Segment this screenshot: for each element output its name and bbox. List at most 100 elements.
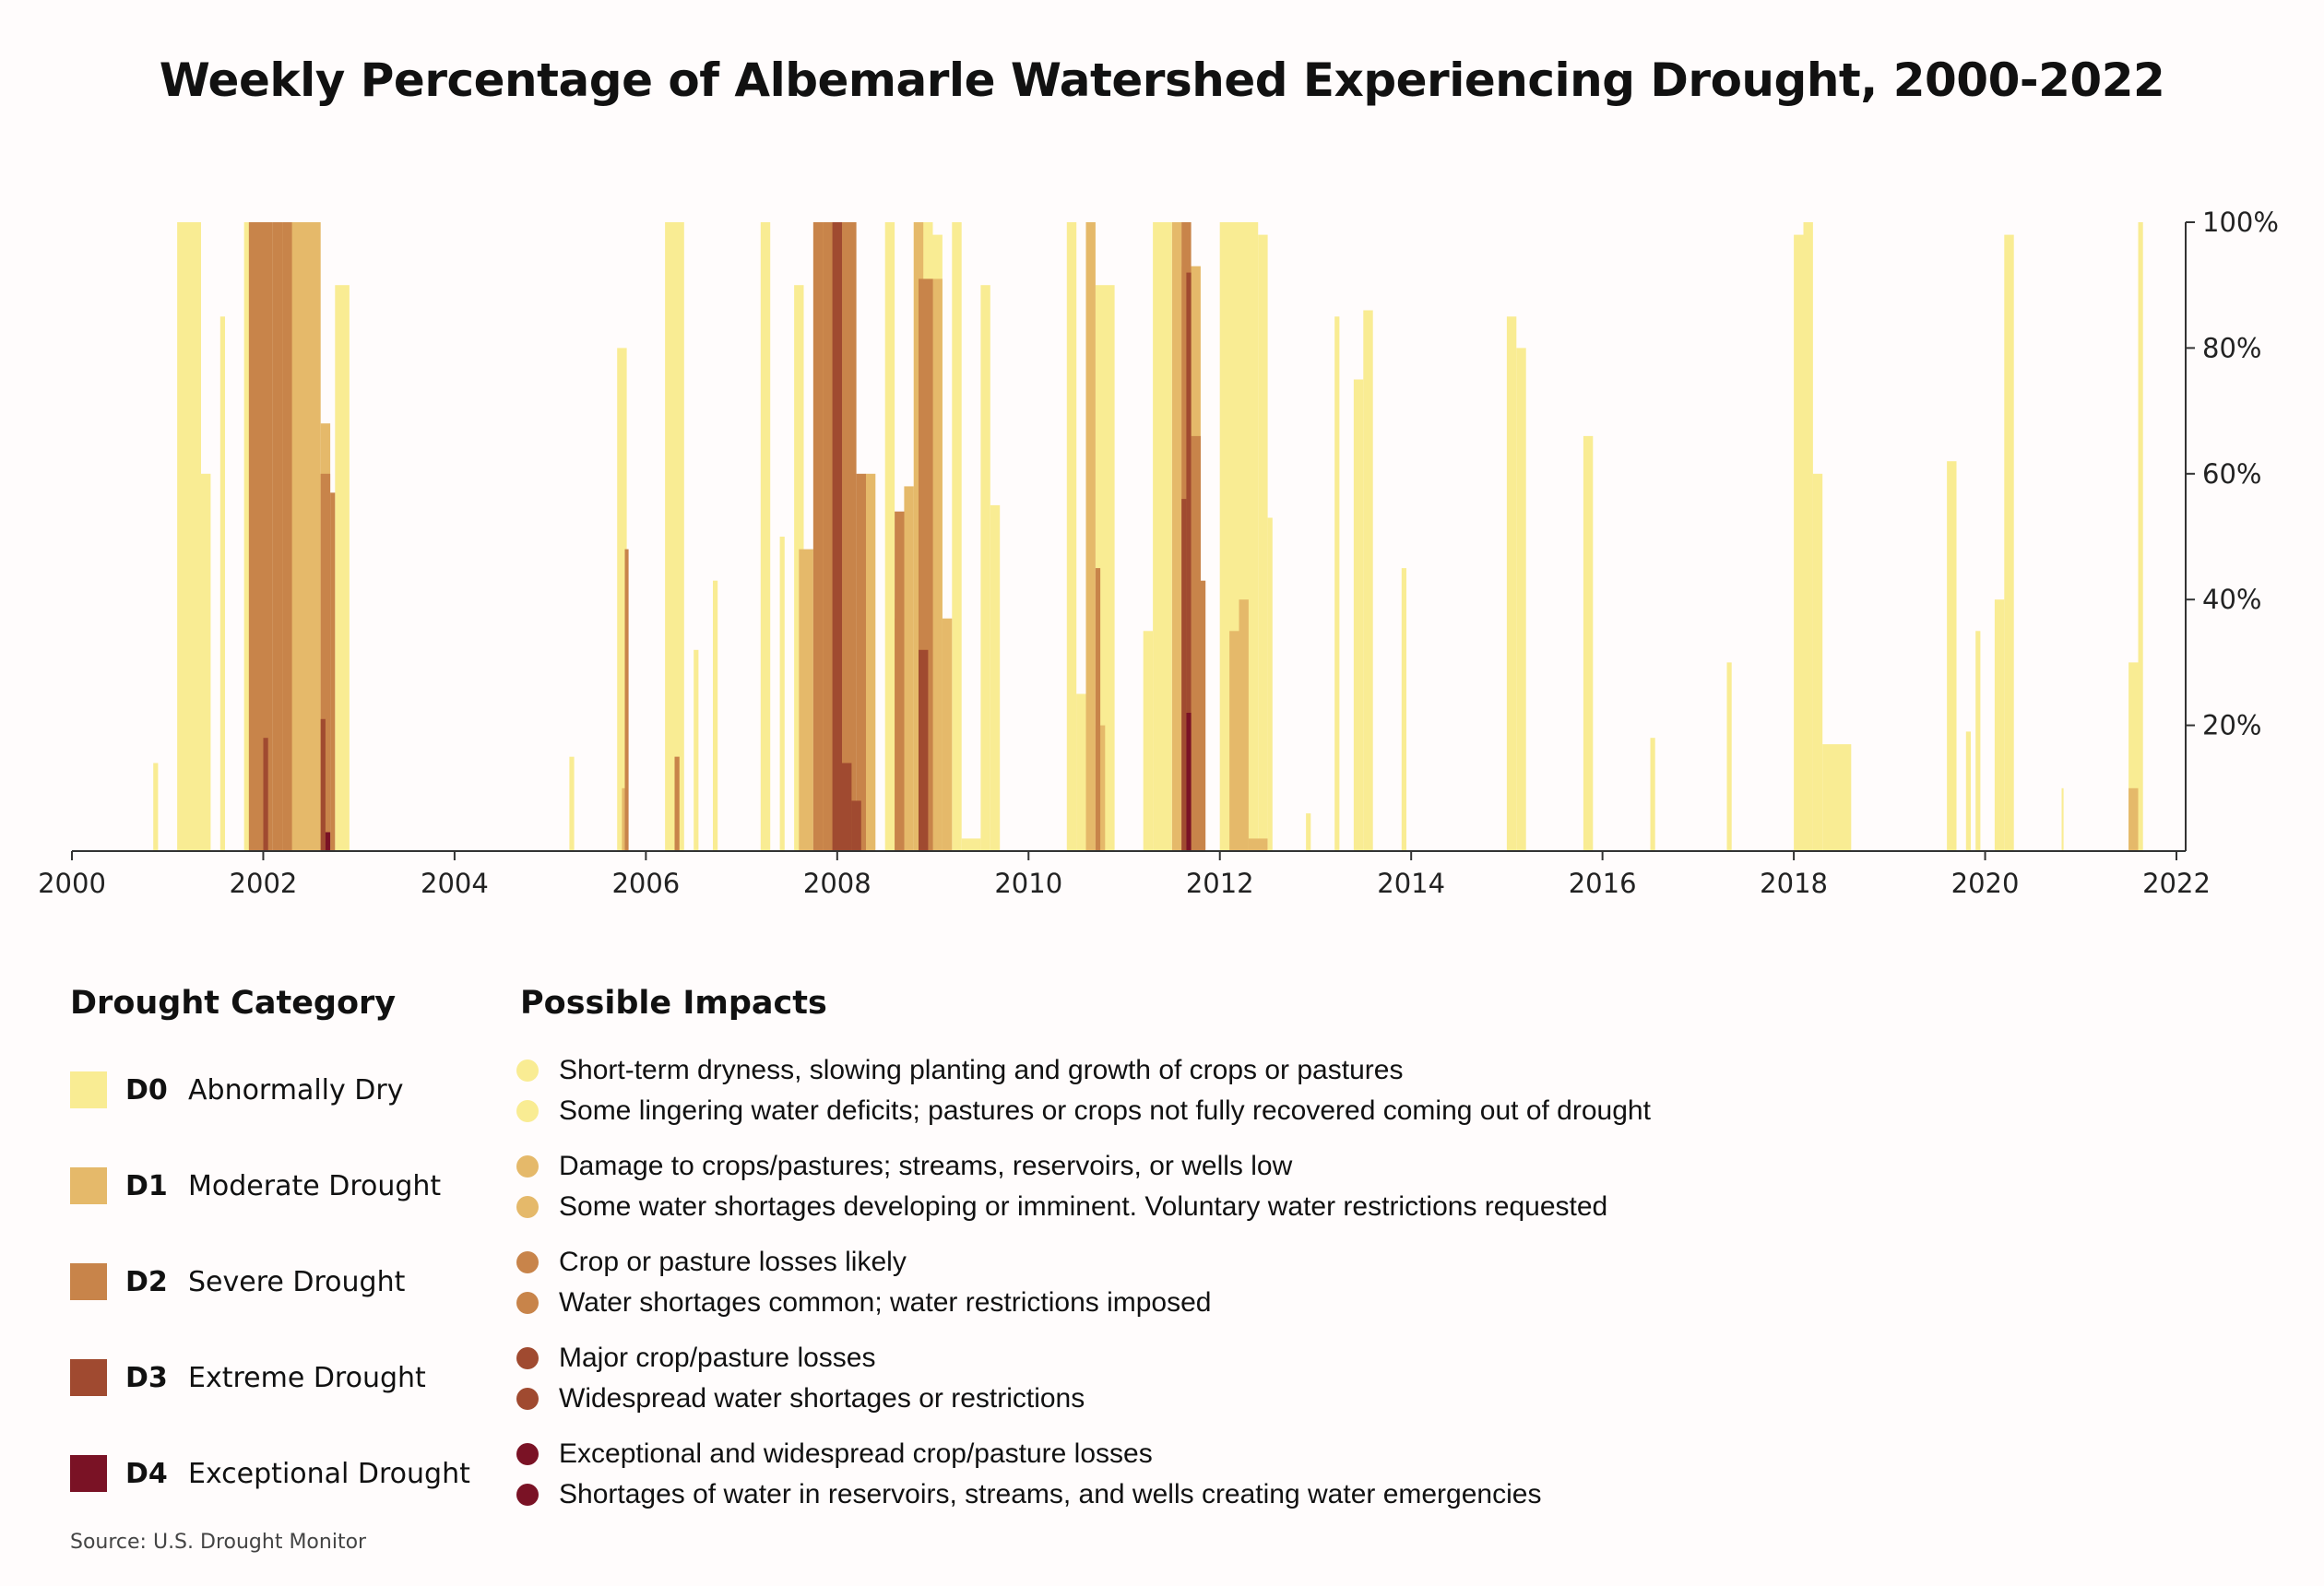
bar-d0 [201, 473, 211, 851]
chart-title: Weekly Percentage of Albemarle Watershed… [159, 53, 2165, 107]
bar-d0 [1334, 316, 1340, 851]
bar-d2 [812, 222, 824, 851]
legend-category-d0: D0 Abnormally Dry [70, 1070, 404, 1110]
legend-swatch [70, 1359, 107, 1396]
bar-d0 [713, 580, 718, 851]
impact-dot [516, 1251, 539, 1273]
drought-chart: 2000 2002 2004 2006 2008 2010 2012 2014 2016 2018… [38, 207, 2279, 899]
impact-item: Water shortages common; water restrictio… [516, 1284, 1211, 1322]
bar-d0 [1363, 310, 1373, 851]
bar-d0 [153, 763, 159, 851]
bar-d2 [1191, 435, 1201, 851]
bar-d0 [952, 222, 962, 851]
bar-d3 [851, 800, 861, 851]
bar-d0 [1306, 813, 1311, 851]
bar-d2 [1095, 568, 1101, 851]
x-tick-label: 2022 [2142, 868, 2211, 899]
bar-d0 [1583, 435, 1594, 851]
impact-item: Crop or pasture losses likely [516, 1243, 907, 1282]
legend-code: D4 [125, 1457, 168, 1490]
bar-d2 [856, 473, 866, 851]
bar-d1 [942, 618, 953, 851]
impact-dot [516, 1059, 539, 1082]
bar-d0 [1650, 738, 1655, 851]
x-tick-label: 2008 [803, 868, 872, 899]
bar-d0 [1143, 631, 1154, 851]
legend-code: D1 [125, 1169, 168, 1202]
impact-text: Some water shortages developing or immin… [559, 1191, 1608, 1222]
bar-d2 [330, 492, 336, 851]
bar-d3 [832, 222, 842, 851]
legend-code: D3 [125, 1361, 168, 1394]
bar-d0 [1822, 744, 1852, 851]
x-tick-label: 2020 [1951, 868, 2020, 899]
impact-dot [516, 1347, 539, 1369]
x-tick-label: 2004 [421, 868, 489, 899]
impact-text: Water shortages common; water restrictio… [559, 1287, 1212, 1318]
impact-text: Crop or pasture losses likely [559, 1247, 907, 1277]
impact-dot [516, 1196, 539, 1218]
legend-category-d1: D1 Moderate Drought [70, 1166, 441, 1206]
impact-item: Major crop/pasture losses [516, 1339, 875, 1378]
bar-d1 [2128, 787, 2139, 851]
impact-text: Major crop/pasture losses [559, 1343, 876, 1373]
bar-d2 [674, 756, 680, 851]
impact-text: Short-term dryness, slowing planting and… [559, 1055, 1404, 1085]
impact-dot [516, 1484, 539, 1506]
bar-d0 [617, 348, 627, 851]
drought-bars [153, 222, 2143, 852]
bar-d0 [1267, 517, 1273, 851]
bar-d0 [961, 838, 981, 851]
impact-text: Exceptional and widespread crop/pasture … [559, 1438, 1153, 1469]
bar-d0 [1516, 348, 1526, 851]
bar-d0 [1975, 631, 1981, 851]
legend-code: D2 [125, 1265, 168, 1298]
bar-d0 [990, 504, 1001, 851]
y-tick-label: 40% [2202, 584, 2261, 615]
impact-text: Widespread water shortages or restrictio… [559, 1383, 1085, 1414]
impact-dot [516, 1443, 539, 1465]
bar-d1 [904, 486, 914, 851]
legend-label: Severe Drought [188, 1265, 406, 1298]
bar-d2 [624, 549, 629, 851]
chart-axes: 2000 2002 2004 2006 2008 2010 2012 2014 2016 2018… [38, 207, 2279, 899]
x-tick-label: 2006 [611, 868, 680, 899]
x-tick-label: 2010 [994, 868, 1062, 899]
bar-d2 [272, 222, 283, 851]
source-note: Source: U.S. Drought Monitor [70, 1531, 367, 1554]
bar-d0 [1506, 316, 1517, 851]
impact-item: Exceptional and widespread crop/pasture … [516, 1435, 1153, 1474]
bar-d0 [1076, 693, 1086, 851]
impact-text: Some lingering water deficits; pastures … [559, 1095, 1651, 1126]
bar-d3 [263, 738, 268, 851]
bar-d0 [177, 222, 201, 851]
bar-d0 [694, 649, 699, 851]
bar-d0 [2004, 234, 2014, 852]
bar-d0 [219, 316, 225, 851]
legend-swatch [70, 1263, 107, 1300]
bar-d0 [884, 222, 895, 851]
bar-d0 [1066, 222, 1077, 851]
impact-text: Shortages of water in reservoirs, stream… [559, 1479, 1542, 1509]
bar-d0 [665, 222, 684, 851]
legend-category-d2: D2 Severe Drought [70, 1261, 405, 1302]
x-tick-label: 2018 [1760, 868, 1828, 899]
x-tick-label: 2002 [230, 868, 298, 899]
legend-label: Abnormally Dry [188, 1073, 404, 1107]
y-tick-label: 60% [2202, 458, 2261, 490]
bar-d0 [1812, 473, 1823, 851]
impact-item: Shortages of water in reservoirs, stream… [516, 1475, 1541, 1514]
bar-d2 [1201, 580, 1206, 851]
y-tick-label: 20% [2202, 710, 2261, 741]
impact-item: Short-term dryness, slowing planting and… [516, 1051, 1403, 1090]
bar-d1 [1229, 631, 1239, 851]
bar-d3 [919, 649, 929, 851]
bar-d0 [1353, 379, 1364, 851]
bar-d2 [320, 473, 331, 851]
drought-category-heading: Drought Category [70, 985, 397, 1022]
x-tick-label: 2012 [1186, 868, 1254, 899]
bar-d0 [980, 285, 990, 851]
y-tick-label: 80% [2202, 332, 2261, 363]
impact-item: Some water shortages developing or immin… [516, 1188, 1607, 1226]
bar-d1 [1239, 599, 1249, 851]
